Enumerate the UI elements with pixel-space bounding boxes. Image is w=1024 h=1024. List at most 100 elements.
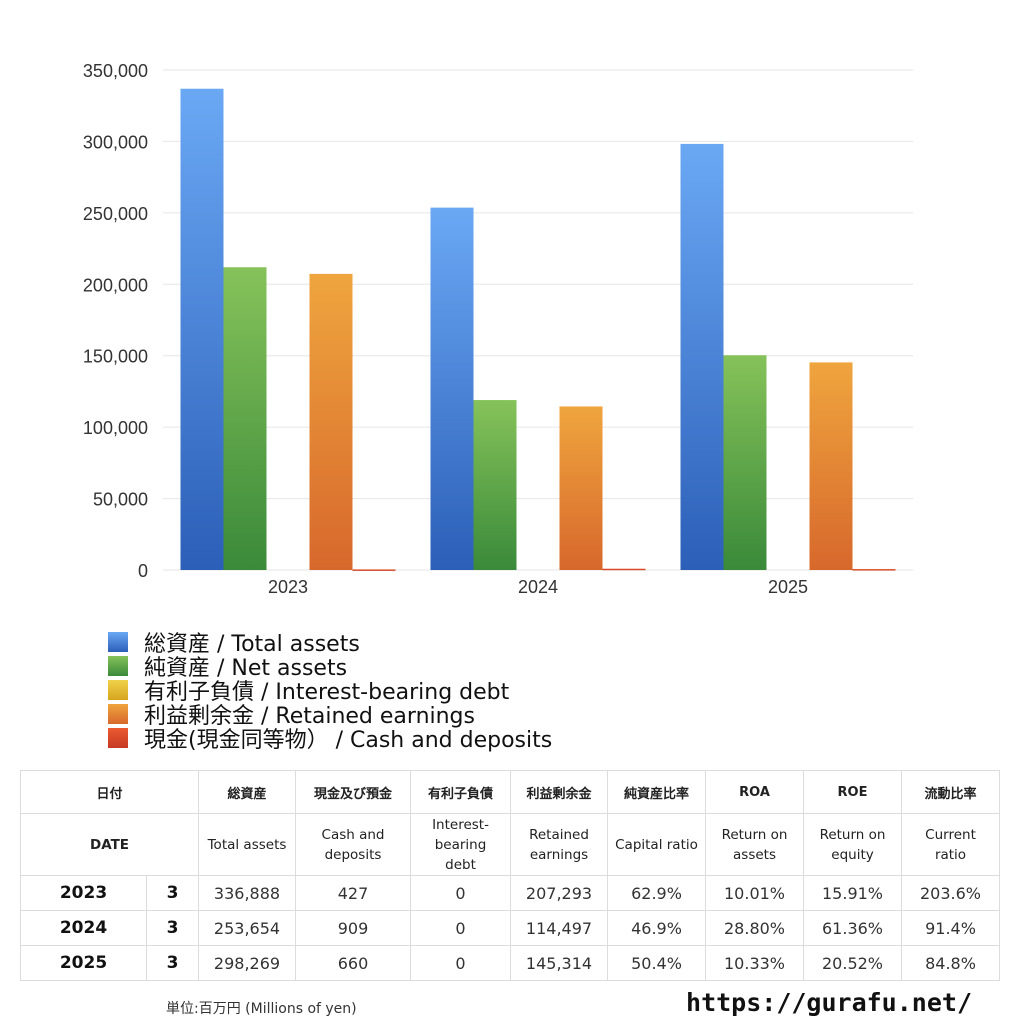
header-current-ratio-jp: 流動比率 xyxy=(901,770,1001,814)
bar-net-assets-2025 xyxy=(723,355,767,570)
bar-cash-and-deposits-2024 xyxy=(602,568,646,571)
y-tick-label: 250,000 xyxy=(83,204,148,224)
cell-roe: 20.52% xyxy=(803,945,903,981)
bar-total-assets-2023 xyxy=(180,88,224,570)
table-row: 2024 3 253,654 909 0 114,497 46.9% 28.80… xyxy=(20,910,1001,946)
bar-retained-earnings-2023 xyxy=(309,273,353,570)
y-tick-label: 150,000 xyxy=(83,347,148,367)
cell-cash: 427 xyxy=(295,875,412,911)
bar-total-assets-2024 xyxy=(430,207,474,570)
cell-roa: 10.01% xyxy=(705,875,805,911)
cell-month: 3 xyxy=(145,910,200,946)
cell-capital-ratio: 62.9% xyxy=(607,875,707,911)
cell-total-assets: 253,654 xyxy=(198,910,297,946)
header-roa-jp: ROA xyxy=(705,770,805,814)
bar-retained-earnings-2024 xyxy=(559,406,603,570)
bar-total-assets-2025 xyxy=(680,143,724,570)
cell-roa: 10.33% xyxy=(705,945,805,981)
site-url: https://gurafu.net/ xyxy=(686,988,972,1017)
financial-data-table: 日付 総資産 現金及び預金 有利子負債 利益剰余金 純資産比率 ROA ROE … xyxy=(19,770,1001,981)
cell-total-assets: 298,269 xyxy=(198,945,297,981)
bars xyxy=(180,88,896,571)
legend-item-net-assets: 純資産 / Net assets xyxy=(108,654,552,681)
cell-month: 3 xyxy=(145,945,200,981)
cell-cash: 660 xyxy=(295,945,412,981)
table-row: 2023 3 336,888 427 0 207,293 62.9% 10.01… xyxy=(20,875,1001,911)
header-capital-ratio-en: Capital ratio xyxy=(607,813,707,876)
header-cash-jp: 現金及び預金 xyxy=(295,770,412,814)
header-current-ratio-en: Current ratio xyxy=(901,813,1001,876)
cell-cash: 909 xyxy=(295,910,412,946)
cell-retained: 207,293 xyxy=(510,875,609,911)
legend-swatch xyxy=(108,656,128,676)
table-header-row-jp: 日付 総資産 現金及び預金 有利子負債 利益剰余金 純資産比率 ROA ROE … xyxy=(19,770,1001,814)
legend-swatch xyxy=(108,728,128,748)
cell-roe: 15.91% xyxy=(803,875,903,911)
cell-total-assets: 336,888 xyxy=(198,875,297,911)
cell-year: 2025 xyxy=(20,945,147,981)
legend-item-total-assets: 総資産 / Total assets xyxy=(108,630,552,657)
legend-label: 純資産 / Net assets xyxy=(144,656,348,681)
legend-label: 利益剰余金 / Retained earnings xyxy=(144,704,475,729)
legend-label: 有利子負債 / Interest-bearing debt xyxy=(144,680,510,705)
x-tick-label: 2023 xyxy=(268,577,308,597)
header-date-en: DATE xyxy=(19,813,200,876)
header-debt-en: Interest-bearing debt xyxy=(410,813,512,876)
cell-capital-ratio: 50.4% xyxy=(607,945,707,981)
y-axis-ticks: 0 50,000 100,000 150,000 200,000 250,000 300,0… xyxy=(83,61,148,581)
header-cash-en: Cash and deposits xyxy=(295,813,412,876)
y-tick-label: 50,000 xyxy=(93,490,148,510)
header-retained-en: Retained earnings xyxy=(510,813,609,876)
legend-item-retained-earnings: 利益剰余金 / Retained earnings xyxy=(108,702,552,729)
legend-item-interest-bearing-debt: 有利子負債 / Interest-bearing debt xyxy=(108,678,552,705)
cell-capital-ratio: 46.9% xyxy=(607,910,707,946)
bar-cash-and-deposits-2023 xyxy=(352,569,396,571)
bar-retained-earnings-2025 xyxy=(809,362,853,570)
table-header-row-en: DATE Total assets Cash and deposits Inte… xyxy=(19,813,1001,876)
header-roa-en: Return on assets xyxy=(705,813,805,876)
x-axis-ticks: 2023 2024 2025 xyxy=(268,577,808,597)
header-capital-ratio-jp: 純資産比率 xyxy=(607,770,707,814)
cell-current-ratio: 203.6% xyxy=(901,875,1001,911)
bar-chart: 0 50,000 100,000 150,000 200,000 250,000 300,0… xyxy=(83,61,913,597)
unit-label: 単位:百万円 (Millions of yen) xyxy=(166,1001,357,1017)
cell-current-ratio: 91.4% xyxy=(901,910,1001,946)
cell-debt: 0 xyxy=(410,945,512,981)
y-tick-label: 100,000 xyxy=(83,418,148,438)
header-retained-jp: 利益剰余金 xyxy=(510,770,609,814)
header-debt-jp: 有利子負債 xyxy=(410,770,512,814)
cell-year: 2023 xyxy=(20,875,147,911)
bar-net-assets-2023 xyxy=(223,267,267,570)
legend-swatch xyxy=(108,704,128,724)
cell-retained: 114,497 xyxy=(510,910,609,946)
header-total-assets-jp: 総資産 xyxy=(198,770,297,814)
y-tick-label: 200,000 xyxy=(83,275,148,295)
cell-month: 3 xyxy=(145,875,200,911)
legend-item-cash-and-deposits: 現金(現金同等物） / Cash and deposits xyxy=(108,726,552,753)
cell-roe: 61.36% xyxy=(803,910,903,946)
cell-debt: 0 xyxy=(410,910,512,946)
header-roe-en: Return on equity xyxy=(803,813,903,876)
x-tick-label: 2025 xyxy=(768,577,808,597)
header-date-jp: 日付 xyxy=(19,770,200,814)
x-tick-label: 2024 xyxy=(518,577,558,597)
cell-roa: 28.80% xyxy=(705,910,805,946)
bar-net-assets-2024 xyxy=(473,400,517,570)
y-tick-label: 350,000 xyxy=(83,61,148,81)
chart-legend: 総資産 / Total assets 純資産 / Net assets 有利子負… xyxy=(108,630,552,753)
legend-label: 現金(現金同等物） / Cash and deposits xyxy=(144,728,553,753)
legend-swatch xyxy=(108,632,128,652)
legend-swatch xyxy=(108,680,128,700)
cell-current-ratio: 84.8% xyxy=(901,945,1001,981)
table-row: 2025 3 298,269 660 0 145,314 50.4% 10.33… xyxy=(20,945,1001,981)
cell-retained: 145,314 xyxy=(510,945,609,981)
bar-cash-and-deposits-2025 xyxy=(852,569,896,571)
header-roe-jp: ROE xyxy=(803,770,903,814)
y-tick-label: 0 xyxy=(138,561,148,581)
cell-year: 2024 xyxy=(20,910,147,946)
header-total-assets-en: Total assets xyxy=(198,813,297,876)
cell-debt: 0 xyxy=(410,875,512,911)
legend-label: 総資産 / Total assets xyxy=(144,632,360,657)
y-tick-label: 300,000 xyxy=(83,132,148,152)
gridlines xyxy=(163,69,913,571)
